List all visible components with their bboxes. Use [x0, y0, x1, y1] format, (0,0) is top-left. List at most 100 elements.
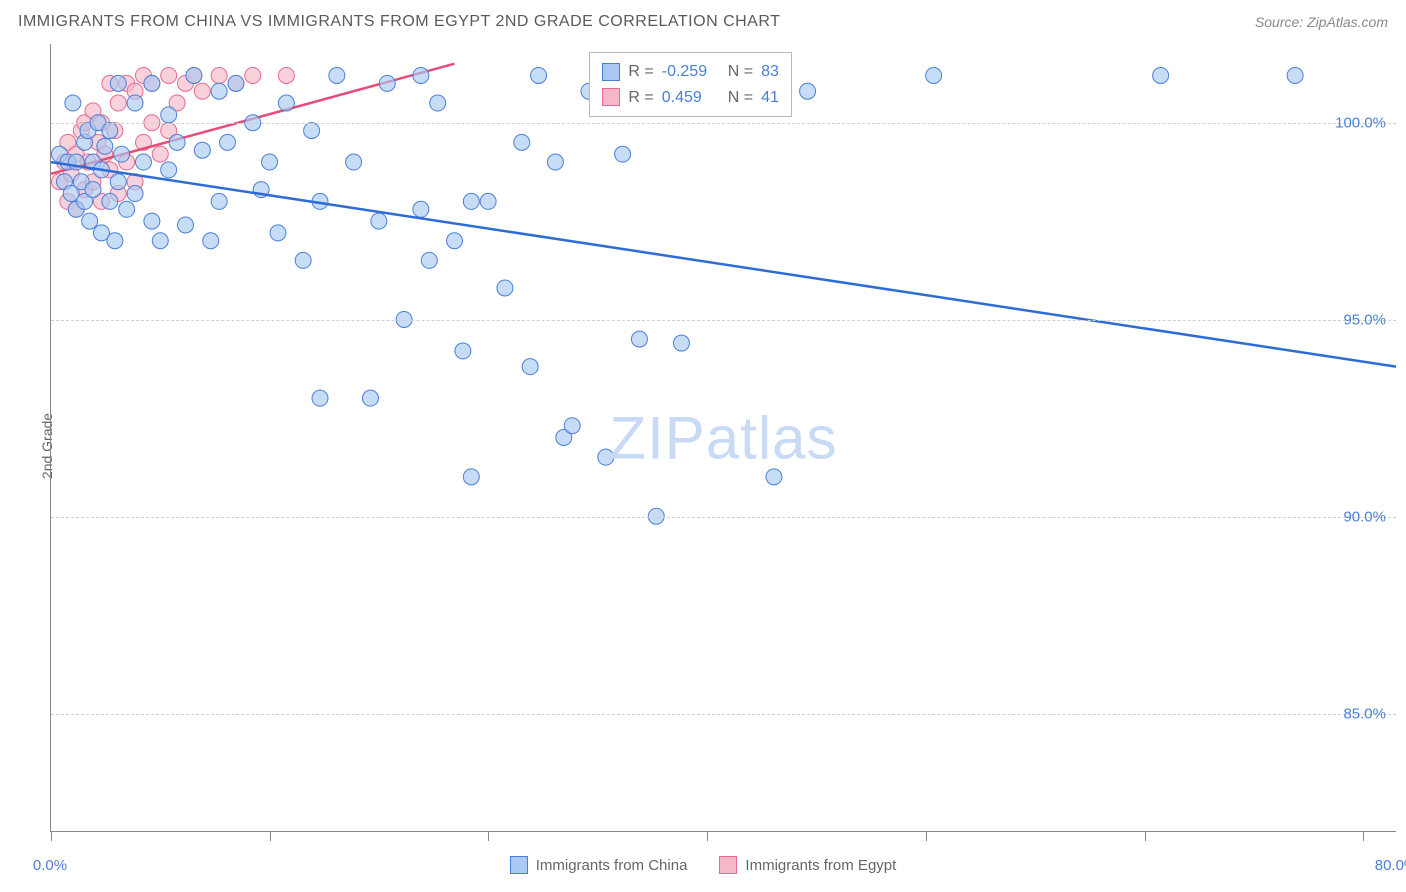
gridline — [51, 714, 1396, 715]
data-point — [615, 146, 631, 162]
data-point — [245, 67, 261, 83]
gridline — [51, 517, 1396, 518]
data-point — [371, 213, 387, 229]
data-point — [102, 123, 118, 139]
legend-stats-row: R = 0.459 N = 41 — [602, 85, 778, 111]
legend-label: Immigrants from Egypt — [745, 857, 896, 874]
n-value: 83 — [761, 59, 779, 85]
data-point — [161, 107, 177, 123]
data-point — [514, 134, 530, 150]
y-tick-label: 90.0% — [1343, 508, 1386, 525]
data-point — [97, 138, 113, 154]
swatch-icon — [510, 856, 528, 874]
data-point — [211, 193, 227, 209]
r-value: 0.459 — [662, 85, 720, 111]
data-point — [82, 213, 98, 229]
data-point — [65, 95, 81, 111]
legend-item: Immigrants from Egypt — [719, 856, 896, 874]
data-point — [211, 83, 227, 99]
legend-stats-box: R = -0.259 N = 83 R = 0.459 N = 41 — [589, 52, 791, 117]
data-point — [178, 217, 194, 233]
x-tick — [51, 831, 52, 841]
data-point — [447, 233, 463, 249]
data-point — [110, 174, 126, 190]
swatch-icon — [602, 63, 620, 81]
data-point — [144, 213, 160, 229]
data-point — [186, 67, 202, 83]
data-point — [161, 162, 177, 178]
data-point — [220, 134, 236, 150]
x-tick-label: 0.0% — [33, 857, 67, 874]
data-point — [278, 95, 294, 111]
data-point — [421, 252, 437, 268]
gridline — [51, 123, 1396, 124]
data-point — [379, 75, 395, 91]
data-point — [102, 193, 118, 209]
legend-stats-row: R = -0.259 N = 83 — [602, 59, 778, 85]
n-label: N = — [728, 85, 753, 111]
trend-line — [51, 162, 1396, 367]
data-point — [673, 335, 689, 351]
data-point — [107, 233, 123, 249]
x-tick — [926, 831, 927, 841]
data-point — [312, 390, 328, 406]
data-point — [304, 123, 320, 139]
data-point — [564, 418, 580, 434]
data-point — [926, 67, 942, 83]
data-point — [144, 75, 160, 91]
data-point — [463, 469, 479, 485]
x-tick — [1145, 831, 1146, 841]
r-label: R = — [628, 85, 653, 111]
data-point — [463, 193, 479, 209]
swatch-icon — [602, 88, 620, 106]
data-point — [127, 186, 143, 202]
data-point — [1287, 67, 1303, 83]
legend-item: Immigrants from China — [510, 856, 688, 874]
data-point — [497, 280, 513, 296]
x-tick-label: 80.0% — [1375, 857, 1406, 874]
data-point — [598, 449, 614, 465]
data-point — [85, 182, 101, 198]
x-tick — [707, 831, 708, 841]
plot-outer: ZIPatlas R =-0.259N =83R =0.459N =41 85.… — [50, 44, 1396, 832]
data-point — [413, 67, 429, 83]
data-point — [362, 390, 378, 406]
data-point — [430, 95, 446, 111]
data-point — [413, 201, 429, 217]
data-point — [228, 75, 244, 91]
data-point — [1153, 67, 1169, 83]
y-tick-label: 95.0% — [1343, 311, 1386, 328]
data-point — [766, 469, 782, 485]
data-point — [110, 75, 126, 91]
r-value: -0.259 — [662, 59, 720, 85]
data-point — [152, 233, 168, 249]
data-point — [194, 83, 210, 99]
data-point — [270, 225, 286, 241]
data-point — [295, 252, 311, 268]
data-point — [346, 154, 362, 170]
n-label: N = — [728, 59, 753, 85]
chart-title: IMMIGRANTS FROM CHINA VS IMMIGRANTS FROM… — [18, 13, 780, 31]
x-tick — [270, 831, 271, 841]
x-tick — [488, 831, 489, 841]
data-point — [278, 67, 294, 83]
legend-bottom: Immigrants from China Immigrants from Egy… — [0, 856, 1406, 874]
plot-area: ZIPatlas R =-0.259N =83R =0.459N =41 85.… — [50, 44, 1396, 832]
data-point — [194, 142, 210, 158]
data-point — [110, 95, 126, 111]
data-point — [119, 201, 135, 217]
data-point — [211, 67, 227, 83]
r-label: R = — [628, 59, 653, 85]
data-point — [169, 134, 185, 150]
n-value: 41 — [761, 85, 779, 111]
x-tick — [1363, 831, 1364, 841]
data-point — [480, 193, 496, 209]
chart-header: IMMIGRANTS FROM CHINA VS IMMIGRANTS FROM… — [0, 0, 1406, 44]
data-point — [203, 233, 219, 249]
data-point — [522, 359, 538, 375]
y-tick-label: 100.0% — [1335, 114, 1386, 131]
data-point — [531, 67, 547, 83]
legend-label: Immigrants from China — [536, 857, 688, 874]
data-point — [135, 154, 151, 170]
y-tick-label: 85.0% — [1343, 705, 1386, 722]
